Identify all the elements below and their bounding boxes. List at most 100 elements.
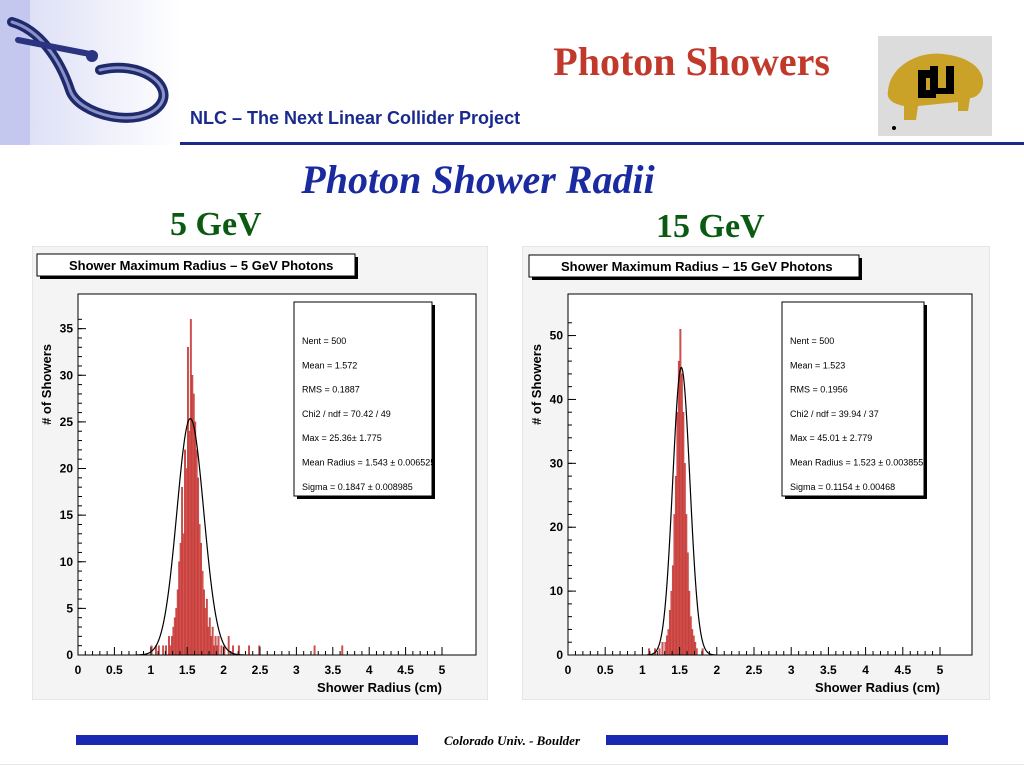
x-tick-label: 4	[366, 663, 373, 677]
y-tick-label: 0	[556, 648, 563, 662]
histogram-bar	[670, 590, 673, 656]
histogram-bar	[162, 645, 165, 656]
histogram-bar	[680, 373, 683, 656]
stats-line: Chi2 / ndf = 70.42 / 49	[302, 409, 391, 419]
histogram-title: Shower Maximum Radius – 5 GeV Photons	[69, 258, 333, 273]
y-tick-label: 20	[60, 462, 74, 476]
footer-bar-right	[606, 735, 948, 745]
y-axis-label: # of Showers	[529, 344, 544, 425]
x-tick-label: 5	[439, 663, 446, 677]
y-tick-label: 50	[550, 329, 564, 343]
stats-line: Mean Radius = 1.523 ± 0.003855	[790, 458, 923, 468]
y-tick-label: 40	[550, 392, 564, 406]
x-tick-label: 0	[565, 663, 572, 677]
header-divider	[180, 142, 1024, 145]
histogram-15gev: Shower Maximum Radius – 15 GeV Photons 0 0…	[521, 245, 991, 701]
histogram-bar	[191, 375, 194, 656]
histogram-bar	[186, 347, 189, 656]
histogram-bar	[688, 590, 691, 656]
stats-line: Mean = 1.572	[302, 360, 357, 370]
footer-bar-left	[76, 735, 418, 745]
histogram-bar	[176, 589, 179, 656]
x-tick-label: 2.5	[746, 663, 763, 677]
histogram-bar	[683, 463, 686, 656]
y-tick-label: 30	[60, 368, 74, 382]
histogram-bar	[667, 629, 670, 656]
stats-box	[293, 301, 433, 497]
histogram-bar	[673, 514, 676, 656]
histogram-bar	[178, 561, 181, 656]
page-title: Photon Showers	[553, 39, 830, 84]
x-axis-label: Shower Radius (cm)	[815, 680, 940, 695]
x-tick-label: 1	[639, 663, 646, 677]
y-tick-label: 5	[66, 601, 73, 615]
page-subtitle: NLC – The Next Linear Collider Project	[190, 108, 521, 128]
nlc-swoosh-logo	[0, 0, 180, 145]
bottom-divider	[0, 764, 1024, 765]
histogram-title: Shower Maximum Radius – 15 GeV Photons	[561, 259, 833, 274]
stats-line: RMS = 0.1956	[790, 385, 848, 395]
histogram-bar	[207, 626, 210, 656]
histogram-bar	[666, 635, 668, 656]
histogram-panel-15gev: Shower Maximum Radius – 15 GeV Photons 0 0…	[521, 245, 991, 701]
histogram-bar	[341, 645, 344, 656]
stats-line: Mean Radius = 1.543 ± 0.006525	[302, 458, 435, 468]
histogram-bar	[173, 617, 176, 656]
histogram-panel-5gev: Shower Maximum Radius – 5 GeV Photons 0 0.…	[31, 245, 489, 701]
histogram-bar	[676, 412, 679, 656]
histogram-bar	[679, 328, 682, 656]
histogram-bar	[248, 645, 251, 656]
stats-line: Mean = 1.523	[790, 360, 845, 370]
stats-line: Nent = 500	[790, 336, 834, 346]
y-tick-label: 15	[60, 508, 74, 522]
histogram-bar	[185, 468, 188, 656]
histogram-5gev: Shower Maximum Radius – 5 GeV Photons 0 0.…	[31, 245, 489, 701]
histogram-bar	[210, 636, 213, 656]
x-tick-label: 4	[862, 663, 869, 677]
x-tick-label: 2	[713, 663, 720, 677]
histogram-bar	[189, 319, 192, 656]
x-tick-label: 1.5	[179, 663, 196, 677]
x-tick-label: 2.5	[252, 663, 269, 677]
histogram-bar	[685, 514, 688, 656]
histogram-bar	[201, 570, 204, 656]
x-tick-label: 2	[220, 663, 227, 677]
histogram-bar	[205, 598, 208, 656]
gaussian-fit-curve	[646, 366, 716, 656]
histogram-bar	[686, 552, 689, 656]
x-tick-label: 3.5	[820, 663, 837, 677]
y-tick-label: 20	[550, 520, 564, 534]
stats-line: RMS = 0.1887	[302, 385, 360, 395]
histogram-bar	[208, 617, 211, 656]
stats-box	[781, 301, 925, 497]
title-box	[528, 254, 860, 278]
stats-line: Max = 25.36± 1.775	[302, 433, 382, 443]
histogram-bar	[668, 610, 671, 656]
x-tick-label: 1.5	[671, 663, 688, 677]
histogram-bar	[689, 616, 692, 656]
stats-line: Sigma = 0.1154 ± 0.00468	[790, 482, 895, 492]
x-tick-label: 0.5	[106, 663, 123, 677]
histogram-bar	[674, 475, 677, 656]
x-tick-label: 1	[147, 663, 154, 677]
histogram-bar	[195, 449, 198, 656]
histogram-bar	[213, 645, 216, 656]
histogram-bar	[182, 533, 185, 656]
y-tick-label: 0	[66, 648, 73, 662]
histogram-bar	[181, 486, 184, 656]
histogram-bar	[658, 648, 661, 656]
gaussian-fit-curve	[136, 417, 245, 656]
histogram-bar	[194, 421, 197, 656]
histogram-bar	[188, 431, 191, 656]
histogram-bar	[184, 449, 186, 656]
histogram-bar	[169, 645, 172, 656]
energy-label-15gev: 15 GeV	[656, 208, 765, 245]
histogram-bar	[682, 412, 685, 656]
x-axis-label: Shower Radius (cm)	[317, 680, 442, 695]
footer-text: Colorado Univ. - Boulder	[443, 733, 581, 748]
histogram-bar	[172, 626, 175, 656]
x-tick-label: 3.5	[324, 663, 341, 677]
histogram-bar	[227, 636, 230, 656]
stats-line: Nent = 500	[302, 336, 346, 346]
histogram-bar	[198, 524, 201, 656]
